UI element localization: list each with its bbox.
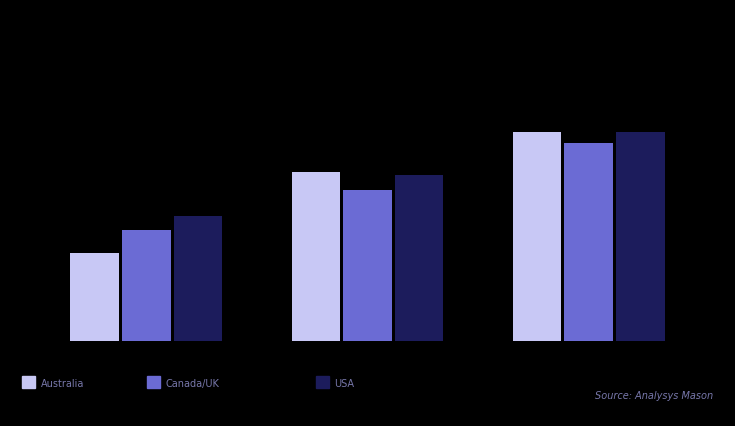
Bar	[174, 216, 223, 341]
Text: Source: Analysys Mason: Source: Analysys Mason	[595, 391, 713, 400]
Text: USA: USA	[334, 378, 354, 389]
Text: Australia: Australia	[40, 378, 84, 389]
Bar	[71, 254, 119, 341]
Bar	[564, 144, 613, 341]
Text: Canada/UK: Canada/UK	[165, 378, 219, 389]
Bar	[616, 132, 664, 341]
Bar	[122, 231, 171, 341]
Bar	[343, 190, 392, 341]
Bar	[512, 132, 561, 341]
Bar	[292, 173, 340, 341]
Bar	[395, 176, 443, 341]
